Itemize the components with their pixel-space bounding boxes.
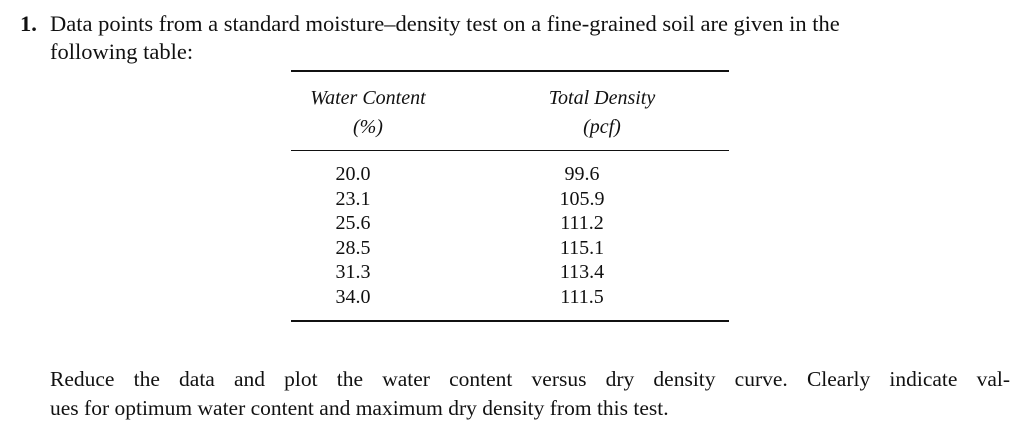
table-row: 34.0 111.5: [291, 285, 729, 310]
table-body: 20.0 99.6 23.1 105.9 25.6 111.2 28.5 115…: [291, 151, 729, 320]
header-total-density-unit: (pcf): [583, 116, 621, 138]
cell-water-content: 25.6: [335, 212, 371, 234]
table-header-row-2: (%) (pcf): [291, 113, 729, 142]
problem-intro-line-2: following table:: [50, 38, 193, 66]
cell-total-density: 105.9: [559, 187, 605, 210]
cell-total-density: 115.1: [559, 236, 605, 259]
cell-total-density: 113.4: [559, 261, 605, 283]
table-header-rule: [291, 150, 729, 151]
cell-water-content: 20.0: [335, 163, 371, 185]
header-water-content: Water Content: [310, 87, 426, 109]
table-header-row-1: Water Content Total Density: [291, 84, 729, 113]
table-header: Water Content Total Density (%) (pcf): [291, 72, 729, 150]
header-total-density: Total Density: [548, 87, 656, 109]
instruction-paragraph: Reduce the data and plot the water conte…: [50, 365, 1010, 423]
cell-total-density: 111.2: [560, 212, 604, 234]
header-water-content-unit: (%): [352, 116, 383, 138]
table-row: 23.1 105.9: [291, 187, 729, 212]
cell-water-content: 23.1: [335, 187, 371, 210]
problem-number: 1.: [20, 11, 37, 36]
cell-water-content: 28.5: [335, 236, 371, 259]
problem-intro-line-1: 1. Data points from a standard moisture–d…: [20, 10, 840, 38]
problem-intro-text-2: following table:: [50, 39, 194, 64]
data-table: Water Content Total Density (%) (pcf) 20…: [291, 70, 729, 322]
cell-total-density: 99.6: [564, 163, 600, 185]
table-top-rule: [291, 70, 729, 72]
cell-water-content: 34.0: [335, 285, 371, 308]
cell-water-content: 31.3: [335, 261, 371, 283]
cell-total-density: 111.5: [560, 285, 604, 308]
table-row: 31.3 113.4: [291, 260, 729, 285]
table-row: 25.6 111.2: [291, 211, 729, 236]
instruction-line-2: ues for optimum water content and maximu…: [50, 396, 669, 420]
table-row: 28.5 115.1: [291, 236, 729, 261]
problem-intro-text-1: Data points from a standard moisture–den…: [50, 11, 840, 36]
table-row: 20.0 99.6: [291, 162, 729, 187]
instruction-line-1: Reduce the data and plot the water conte…: [50, 367, 1010, 391]
table-bottom-rule: [291, 320, 729, 322]
